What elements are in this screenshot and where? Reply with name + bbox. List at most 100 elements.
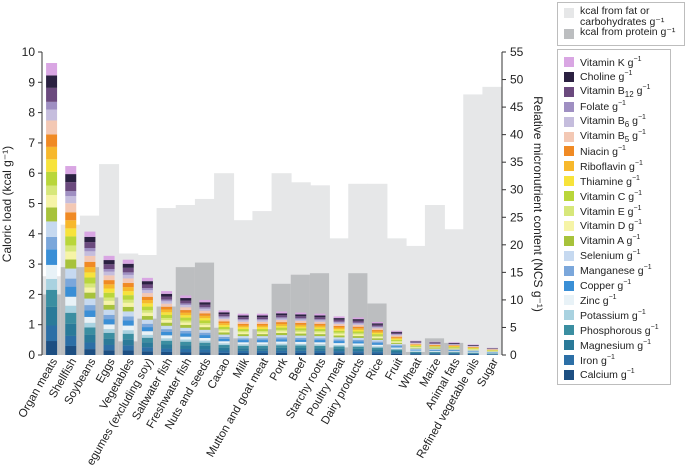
micronutrient-segment-potassium-g: [410, 351, 422, 352]
micronutrient-segment-phosphorous-g: [237, 345, 249, 349]
micronutrient-segment-choline-g: [46, 75, 58, 88]
micronutrient-segment-zinc-g: [161, 335, 173, 339]
bar-group-rice: [367, 183, 388, 355]
micronutrient-segment-manganese-g: [218, 336, 230, 339]
legend-item-kcal-fat-carb: kcal from fat or carbohydrates g⁻¹: [564, 6, 684, 28]
y-right-tick-label: 25: [510, 210, 524, 224]
micronutrient-segment-potassium-g: [333, 344, 345, 347]
micronutrient-segment-vitamin-b12-g: [410, 341, 422, 343]
y-right-tick-label: 35: [510, 155, 524, 169]
micronutrient-segment-vitamin-b5-g: [467, 346, 479, 348]
micronutrient-segment-iron-g: [180, 348, 192, 353]
micronutrient-segment-vitamin-d-g: [371, 336, 383, 339]
micronutrient-segment-vitamin-k-g: [141, 277, 153, 282]
micronutrient-segment-vitamin-d-g: [237, 332, 249, 335]
micronutrient-segment-folate-g: [391, 333, 403, 335]
micronutrient-segment-zinc-g: [180, 336, 192, 340]
micronutrient-segment-riboflavin-g: [448, 345, 460, 347]
micronutrient-segment-vitamin-b6-g: [256, 320, 268, 322]
legend-item-folate-g: Folate g−1: [564, 99, 626, 115]
micronutrient-segment-vitamin-k-g: [46, 63, 58, 76]
micronutrient-segment-choline-g: [314, 315, 326, 318]
micronutrient-segment-vitamin-k-g: [122, 259, 134, 264]
micronutrient-segment-vitamin-a-g: [256, 334, 268, 337]
micronutrient-segment-vitamin-c-g: [448, 347, 460, 348]
legend-swatch: [564, 191, 574, 202]
micronutrient-segment-vitamin-b12-g: [333, 319, 345, 322]
micronutrient-segment-potassium-g: [314, 344, 326, 346]
legend-label: Vitamin C g−1: [580, 189, 643, 203]
micronutrient-segment-niacin-g: [84, 261, 96, 268]
legend-item-kcal-protein: kcal from protein g⁻¹: [564, 27, 684, 43]
legend-swatch: [564, 220, 574, 231]
bar-group-poultry-meat: [329, 238, 350, 355]
legend-label: Iron g−1: [580, 353, 615, 367]
micronutrient-segment-folate-g: [333, 321, 345, 323]
y-left-tick-label: 0: [28, 348, 35, 362]
micronutrient-segment-vitamin-c-g: [65, 236, 77, 246]
micronutrient-segment-vitamin-d-g: [65, 251, 77, 260]
micronutrient-segment-zinc-g: [448, 351, 460, 352]
legend-label: Vitamin E g−1: [580, 204, 642, 218]
micronutrient-segment-vitamin-b12-g: [103, 264, 115, 270]
micronutrient-segment-vitamin-b6-g: [314, 320, 326, 322]
micronutrient-segment-phosphorous-g: [295, 345, 307, 349]
micronutrient-segment-iron-g: [103, 344, 115, 351]
micronutrient-segment-thiamine-g: [314, 327, 326, 330]
micronutrient-segment-niacin-g: [410, 344, 422, 345]
legend-item-riboflavin-g: Riboflavin g−1: [564, 158, 643, 174]
legend-label: Niacin g−1: [580, 144, 626, 158]
legend-kcal: kcal from fat or carbohydrates g⁻¹ kcal f…: [557, 2, 685, 46]
micronutrient-segment-vitamin-k-g: [161, 291, 173, 294]
micronutrient-segment-phosphorous-g: [84, 327, 96, 335]
micronutrient-segment-vitamin-k-g: [84, 231, 96, 237]
micronutrient-segment-selenium-g: [84, 298, 96, 306]
micronutrient-segment-iron-g: [314, 350, 326, 354]
legend-swatch: [564, 355, 574, 365]
micronutrient-segment-vitamin-d-g: [276, 331, 288, 334]
micronutrient-segment-thiamine-g: [429, 346, 441, 347]
legend-item-phosphorous-g: Phosphorous g−1: [564, 322, 659, 338]
micronutrient-segment-folate-g: [314, 319, 326, 321]
micronutrient-segment-vitamin-d-g: [199, 324, 211, 328]
micronutrient-segment-niacin-g: [448, 345, 460, 346]
micronutrient-segment-vitamin-b6-g: [141, 290, 153, 294]
bar-group-milk: [233, 220, 254, 355]
micronutrient-segment-magnesium-g: [256, 348, 268, 351]
micronutrient-segment-manganese-g: [314, 338, 326, 341]
micronutrient-segment-vitamin-k-g: [333, 316, 345, 319]
micronutrient-segment-folate-g: [199, 307, 211, 309]
micronutrient-segment-iron-g: [199, 349, 211, 353]
micronutrient-segment-vitamin-d-g: [429, 347, 441, 349]
micronutrient-segment-thiamine-g: [46, 159, 58, 172]
micronutrient-segment-selenium-g: [65, 268, 77, 279]
micronutrient-segment-vitamin-a-g: [199, 327, 211, 330]
micronutrient-segment-iron-g: [295, 350, 307, 353]
y-left-tick-label: 10: [22, 45, 36, 59]
micronutrient-segment-vitamin-d-g: [295, 331, 307, 334]
micronutrient-segment-vitamin-d-g: [391, 341, 403, 343]
micronutrient-segment-selenium-g: [256, 336, 268, 339]
bar-group-fruit: [386, 238, 407, 355]
micronutrient-segment-choline-g: [295, 314, 307, 317]
micronutrient-segment-vitamin-a-g: [276, 333, 288, 336]
micronutrient-segment-potassium-g: [46, 278, 58, 290]
micronutrient-segment-choline-g: [103, 260, 115, 265]
micronutrient-segment-vitamin-b12-g: [314, 317, 326, 320]
micronutrient-segment-folate-g: [256, 319, 268, 321]
micronutrient-segment-thiamine-g: [141, 303, 153, 307]
x-tick-label: Pork: [268, 356, 290, 383]
y-right-tick-label: 40: [510, 128, 524, 142]
micronutrient-segment-copper-g: [429, 350, 441, 351]
micronutrient-segment-folate-g: [122, 272, 134, 275]
bar-group-freshwater-fish: [175, 205, 196, 355]
legend-label: Thiamine g−1: [580, 174, 640, 188]
micronutrient-segment-copper-g: [256, 340, 268, 343]
kcal-fat-carb-bar: [444, 229, 465, 355]
micronutrient-segment-niacin-g: [161, 306, 173, 310]
micronutrient-segment-calcium-g: [352, 353, 364, 355]
legend-label: Calcium g−1: [580, 368, 635, 382]
micronutrient-segment-vitamin-k-g: [429, 341, 441, 343]
micronutrient-segment-calcium-g: [371, 353, 383, 355]
micronutrient-segment-vitamin-b6-g: [199, 308, 211, 311]
